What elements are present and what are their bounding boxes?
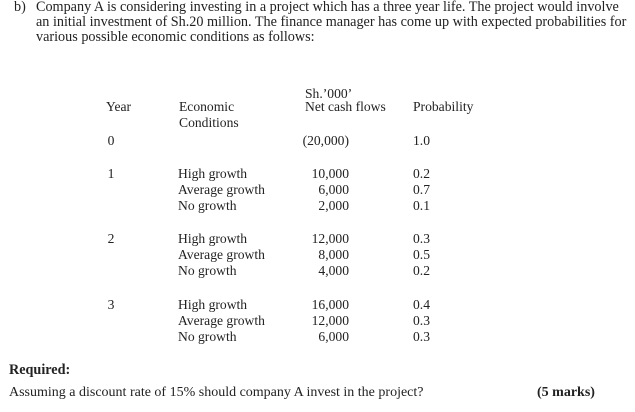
header-conditions: Economic Conditions bbox=[179, 99, 239, 131]
probability: 0.3 bbox=[413, 329, 430, 345]
row3-conditions: High growth Average growth No growth bbox=[178, 297, 265, 346]
probability: 0.2 bbox=[413, 263, 430, 279]
cashflow: 16,000 bbox=[311, 297, 349, 312]
row2-cashflows: 12,000 8,000 4,000 bbox=[305, 231, 349, 280]
cashflow: 10,000 bbox=[311, 166, 349, 181]
condition: No growth bbox=[178, 329, 237, 345]
header-probability: Probability bbox=[413, 99, 474, 114]
row0-probability: 1.0 bbox=[413, 133, 430, 148]
probability: 0.4 bbox=[413, 297, 430, 312]
required-heading: Required: bbox=[9, 362, 71, 378]
condition: Average growth bbox=[178, 247, 265, 263]
cashflow: 2,000 bbox=[318, 198, 349, 214]
cashflow: 6,000 bbox=[318, 182, 349, 198]
required-question: Assuming a discount rate of 15% should c… bbox=[9, 385, 424, 400]
probability: 0.1 bbox=[413, 198, 430, 214]
row3-cashflows: 16,000 12,000 6,000 bbox=[305, 297, 349, 346]
condition: No growth bbox=[178, 198, 237, 214]
condition: Average growth bbox=[178, 313, 265, 329]
row2-probabilities: 0.3 0.5 0.2 bbox=[412, 231, 431, 280]
header-cashflow-unit: Sh.’000’ bbox=[305, 86, 353, 101]
row2-conditions: High growth Average growth No growth bbox=[178, 231, 265, 280]
row3-year: 3 bbox=[107, 297, 115, 312]
header-conditions-line: Economic bbox=[179, 99, 235, 114]
probability: 0.2 bbox=[413, 166, 430, 181]
row1-conditions: High growth Average growth No growth bbox=[178, 166, 265, 215]
condition: High growth bbox=[178, 231, 248, 246]
probability: 0.5 bbox=[413, 247, 430, 263]
header-conditions-line: Conditions bbox=[179, 115, 239, 131]
cashflow: 8,000 bbox=[318, 247, 349, 263]
condition: High growth bbox=[178, 166, 248, 181]
row1-cashflows: 10,000 6,000 2,000 bbox=[305, 166, 349, 215]
probability: 0.3 bbox=[413, 313, 430, 329]
question-label: b) bbox=[14, 0, 26, 15]
probability: 0.3 bbox=[413, 231, 430, 246]
condition: High growth bbox=[178, 297, 248, 312]
row0-year: 0 bbox=[107, 133, 115, 148]
intro-line: an initial investment of Sh.20 million. … bbox=[36, 14, 627, 30]
row0-cashflow: (20,000) bbox=[302, 133, 349, 148]
condition: Average growth bbox=[178, 182, 265, 198]
header-year: Year bbox=[106, 99, 132, 114]
cashflow: 6,000 bbox=[318, 329, 349, 345]
intro-line: various possible economic conditions as … bbox=[36, 29, 315, 45]
cashflow: 12,000 bbox=[311, 313, 349, 329]
header-cashflow: Net cash flows bbox=[305, 99, 386, 114]
row3-probabilities: 0.4 0.3 0.3 bbox=[412, 297, 431, 346]
row1-probabilities: 0.2 0.7 0.1 bbox=[412, 166, 431, 215]
intro-line: Company A is considering investing in a … bbox=[36, 0, 619, 15]
cashflow: 12,000 bbox=[311, 231, 349, 246]
cashflow: 4,000 bbox=[318, 263, 349, 279]
row1-year: 1 bbox=[107, 166, 115, 181]
condition: No growth bbox=[178, 263, 237, 279]
probability: 0.7 bbox=[413, 182, 430, 198]
row2-year: 2 bbox=[107, 231, 115, 246]
question-intro: Company A is considering investing in a … bbox=[36, 0, 626, 45]
marks-label: (5 marks) bbox=[537, 385, 595, 400]
